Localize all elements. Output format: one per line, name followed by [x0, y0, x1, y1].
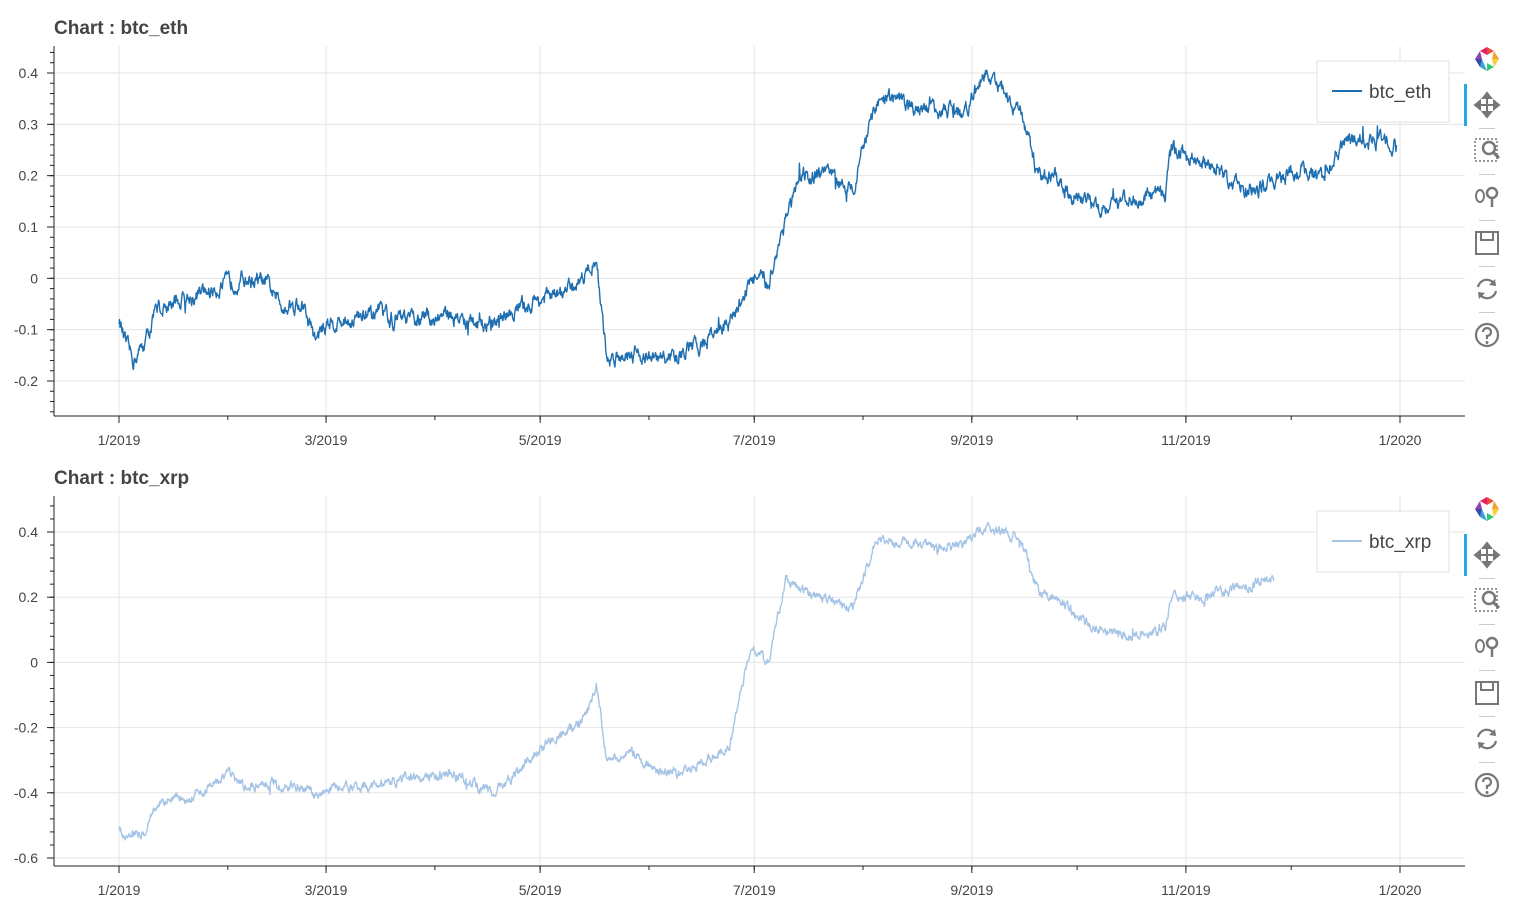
pan-icon[interactable] — [1472, 540, 1502, 570]
box-zoom-icon[interactable] — [1472, 136, 1502, 166]
active-tool-indicator — [1464, 84, 1467, 126]
plot-background — [54, 496, 1465, 866]
save-icon[interactable] — [1472, 678, 1502, 708]
legend-label: btc_eth — [1369, 82, 1431, 103]
y-tick-label: -0.2 — [14, 720, 38, 736]
help-icon[interactable] — [1472, 320, 1502, 350]
x-tick-label: 9/2019 — [950, 882, 993, 898]
x-tick-label: 1/2019 — [98, 882, 141, 898]
save-icon[interactable] — [1472, 228, 1502, 258]
y-tick-label: 0.4 — [19, 65, 39, 81]
x-tick-label: 3/2019 — [305, 432, 348, 448]
bokeh-logo-icon — [1472, 494, 1502, 524]
x-tick-label: 1/2020 — [1379, 432, 1422, 448]
wheel-zoom-icon[interactable] — [1472, 632, 1502, 662]
toolbar-separator — [1479, 266, 1495, 267]
legend-label: btc_xrp — [1369, 532, 1431, 553]
legend: btc_eth — [1316, 60, 1450, 123]
chart-panel-1: Chart : btc_eth 0.4 0.3 0.2 0.1 0 -0.1 -0.2 1/2… — [0, 0, 1536, 456]
wheel-zoom-icon[interactable] — [1472, 182, 1502, 212]
legend: btc_xrp — [1316, 510, 1450, 573]
y-tick-label: 0.4 — [19, 524, 39, 540]
y-tick-label: 0.2 — [19, 168, 39, 184]
toolbar-separator — [1479, 220, 1495, 221]
active-tool-indicator — [1464, 534, 1467, 576]
x-tick-label: 7/2019 — [733, 882, 776, 898]
series-line-btc_eth — [118, 69, 1398, 370]
plot-area-1[interactable]: 0.4 0.3 0.2 0.1 0 -0.1 -0.2 1/2019 3/2019 5/2019 7… — [0, 0, 1536, 456]
toolbar-separator — [1479, 670, 1495, 671]
bokeh-logo-icon — [1472, 44, 1502, 74]
toolbar-1 — [1464, 40, 1510, 360]
x-tick-label: 3/2019 — [305, 882, 348, 898]
toolbar-separator — [1479, 624, 1495, 625]
x-tick-label: 7/2019 — [733, 432, 776, 448]
pan-icon[interactable] — [1472, 90, 1502, 120]
help-icon[interactable] — [1472, 770, 1502, 800]
toolbar-separator — [1479, 716, 1495, 717]
y-tick-label: -0.4 — [14, 785, 38, 801]
chart-panel-2: Chart : btc_xrp 0.4 0.2 0 -0.2 -0.4 -0.6 1/201… — [0, 456, 1536, 912]
toolbar-separator — [1479, 128, 1495, 129]
y-tick-label: -0.2 — [14, 373, 38, 389]
toolbar-2 — [1464, 490, 1510, 810]
y-tick-label: 0 — [30, 654, 38, 670]
y-tick-label: 0.3 — [19, 116, 39, 132]
toolbar-separator — [1479, 312, 1495, 313]
x-tick-label: 5/2019 — [519, 432, 562, 448]
toolbar-separator — [1479, 174, 1495, 175]
y-tick-label: -0.1 — [14, 322, 38, 338]
x-tick-label: 9/2019 — [950, 432, 993, 448]
x-tick-label: 11/2019 — [1161, 882, 1211, 898]
plot-area-2[interactable]: 0.4 0.2 0 -0.2 -0.4 -0.6 1/2019 3/2019 5/2019 7/2… — [0, 456, 1536, 912]
chart-title: Chart : btc_xrp — [54, 468, 190, 489]
x-tick-label: 1/2020 — [1379, 882, 1422, 898]
box-zoom-icon[interactable] — [1472, 586, 1502, 616]
y-tick-label: -0.6 — [14, 850, 38, 866]
plot-background — [54, 46, 1465, 416]
chart-title: Chart : btc_eth — [54, 18, 189, 39]
y-tick-label: 0.2 — [19, 589, 39, 605]
y-tick-label: 0.1 — [19, 219, 39, 235]
reset-icon[interactable] — [1472, 724, 1502, 754]
series-line-btc_xrp — [118, 521, 1275, 841]
reset-icon[interactable] — [1472, 274, 1502, 304]
x-tick-label: 11/2019 — [1161, 432, 1211, 448]
y-tick-label: 0 — [30, 270, 38, 286]
x-tick-label: 1/2019 — [98, 432, 141, 448]
x-tick-label: 5/2019 — [519, 882, 562, 898]
toolbar-separator — [1479, 762, 1495, 763]
toolbar-separator — [1479, 578, 1495, 579]
